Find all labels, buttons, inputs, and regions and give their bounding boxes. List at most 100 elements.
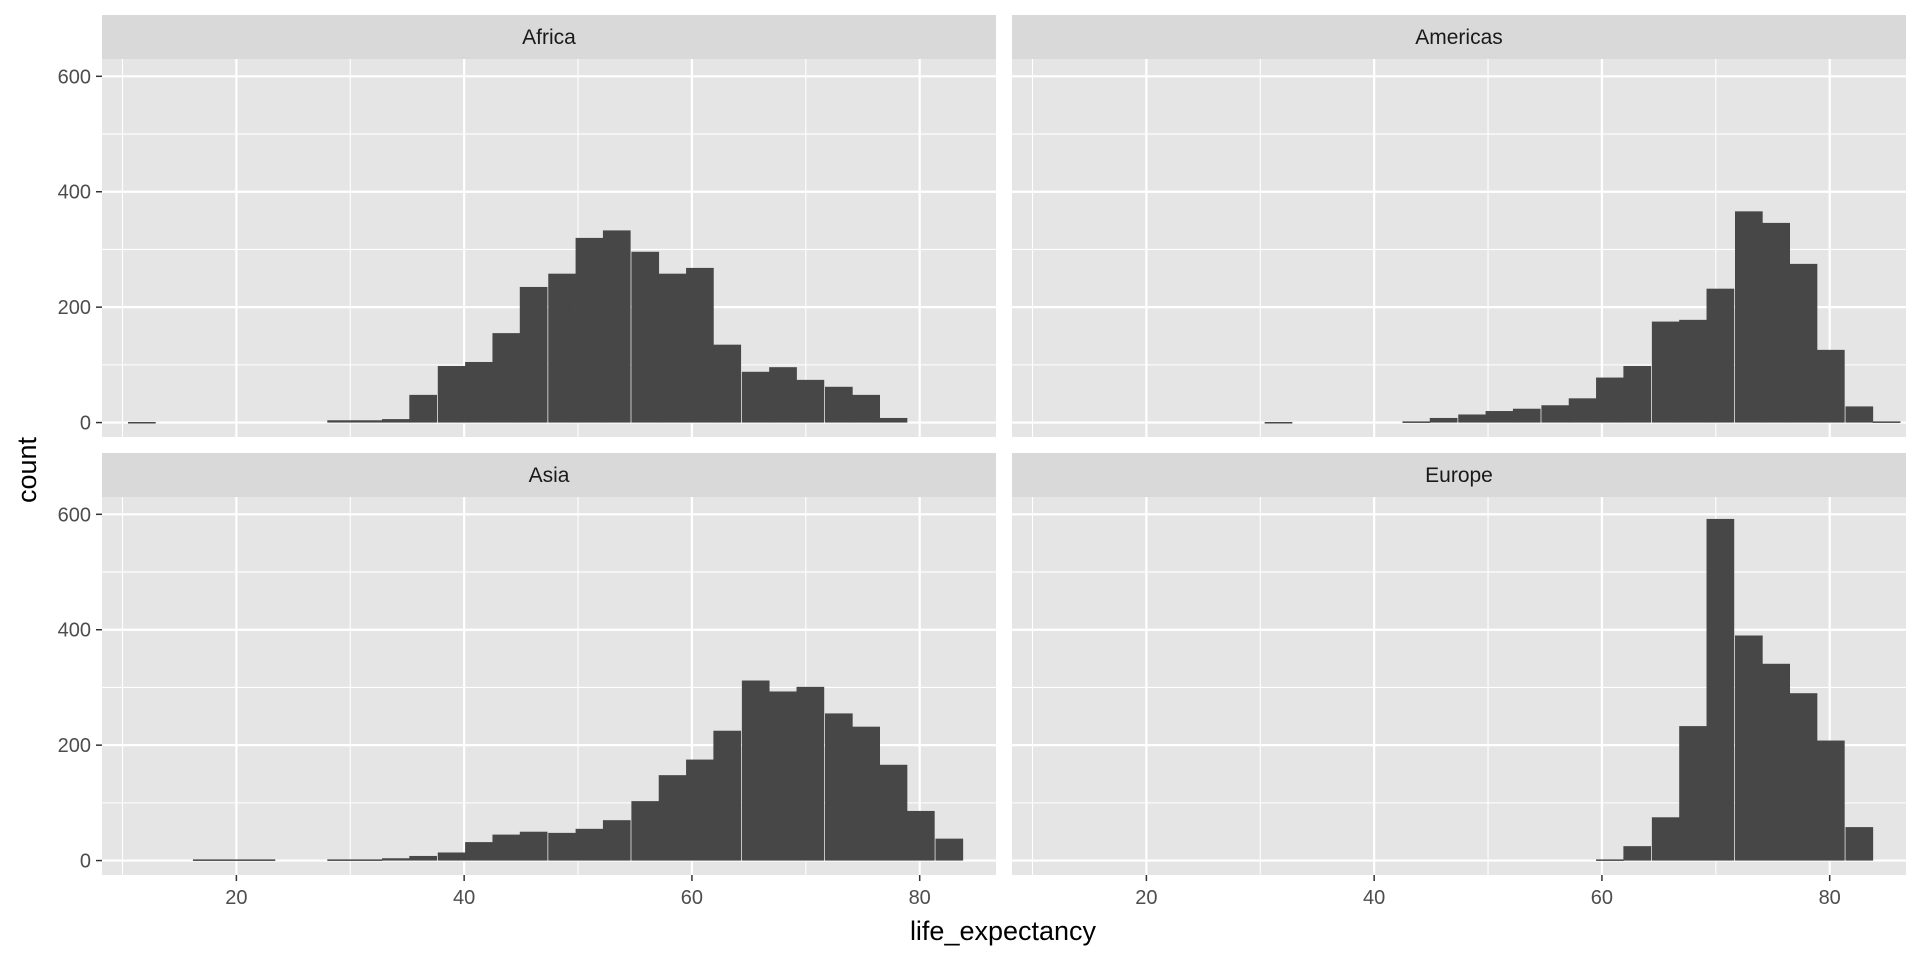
histogram-bar	[1762, 222, 1791, 423]
x-tick-label: 40	[453, 887, 475, 909]
histogram-bar	[1512, 408, 1541, 423]
histogram-bar	[1429, 417, 1458, 423]
facet-strip	[102, 15, 996, 59]
histogram-bar	[631, 801, 660, 861]
facet-strip-label: Africa	[522, 26, 576, 49]
histogram-bar	[1651, 817, 1680, 861]
x-tick-label: 20	[225, 887, 247, 909]
y-tick-label: 0	[80, 413, 91, 435]
histogram-bar	[1402, 421, 1431, 423]
histogram-bar	[1679, 319, 1707, 423]
x-tick-label: 60	[681, 887, 703, 909]
histogram-bar	[1789, 693, 1818, 861]
y-tick-label: 0	[80, 851, 91, 873]
histogram-bar	[935, 838, 964, 861]
y-tick-label: 400	[58, 182, 91, 204]
histogram-bar	[713, 730, 742, 861]
histogram-bar	[381, 419, 410, 423]
histogram-bar	[548, 832, 576, 861]
histogram-bar	[465, 842, 493, 861]
facet-strip-label: Europe	[1425, 464, 1493, 487]
histogram-bar	[713, 344, 742, 423]
histogram-bar	[796, 379, 825, 423]
histogram-bar	[327, 859, 355, 861]
histogram-bar	[220, 859, 248, 861]
histogram-bar	[128, 421, 156, 424]
histogram-bar	[1596, 377, 1624, 423]
histogram-bar	[825, 386, 853, 423]
histogram-bar	[602, 230, 631, 423]
x-tick-label: 40	[1363, 887, 1385, 909]
facet-americas: Americas	[1012, 15, 1906, 437]
histogram-bar	[354, 859, 383, 861]
histogram-bar	[575, 237, 604, 423]
x-tick-label: 80	[909, 887, 931, 909]
y-tick-label: 600	[58, 504, 91, 526]
histogram-bar	[519, 831, 548, 861]
histogram-bar	[1651, 321, 1680, 423]
histogram-bar	[465, 361, 493, 423]
histogram-bar	[769, 367, 797, 423]
histogram-bar	[686, 267, 714, 423]
histogram-bar	[1679, 726, 1707, 861]
histogram-bar	[658, 273, 687, 423]
histogram-bar	[492, 333, 521, 423]
histogram-bar	[1541, 405, 1570, 423]
x-tick-label: 80	[1819, 887, 1841, 909]
histogram-bar	[879, 417, 908, 423]
histogram-bar	[1264, 421, 1293, 424]
histogram-bar	[1735, 211, 1763, 423]
histogram-bar	[658, 775, 687, 861]
histogram-bar	[741, 371, 770, 423]
histogram-bar	[686, 759, 714, 861]
facet-strip	[102, 453, 996, 497]
histogram-bar	[602, 820, 631, 861]
histogram-bar	[1735, 635, 1763, 861]
histogram-bar	[741, 680, 770, 861]
y-tick-label: 200	[58, 735, 91, 757]
histogram-bar	[1845, 827, 1874, 861]
y-axis-title: count	[12, 436, 42, 503]
histogram-bar	[906, 810, 935, 861]
facet-strip-label: Asia	[529, 464, 570, 487]
histogram-bar	[192, 859, 221, 861]
histogram-bar	[1706, 518, 1735, 861]
facet-asia: Asia 0 200 400 600 20 40 60 80	[58, 453, 996, 909]
histogram-bar	[519, 286, 548, 423]
histogram-bar	[354, 420, 383, 423]
histogram-bar	[852, 394, 881, 423]
histogram-bar	[769, 691, 797, 861]
histogram-bar	[879, 764, 908, 861]
histogram-bar	[631, 251, 660, 423]
facet-europe: Europe 20 40 60 80	[1012, 453, 1906, 909]
y-tick-label: 400	[58, 620, 91, 642]
histogram-bar	[409, 855, 437, 861]
x-tick-label: 60	[1591, 887, 1613, 909]
histogram-bar	[1789, 263, 1818, 423]
histogram-bar	[1845, 406, 1874, 423]
histogram-bar	[1568, 398, 1597, 423]
histogram-bar	[247, 859, 276, 861]
histogram-bar	[796, 686, 825, 861]
histogram-bar	[575, 828, 604, 861]
facet-strip-label: Americas	[1415, 26, 1503, 49]
facet-africa: Africa 0 200 400 600	[58, 15, 996, 437]
histogram-bar	[852, 726, 881, 861]
histogram-bar	[1872, 421, 1901, 423]
y-tick-label: 200	[58, 297, 91, 319]
histogram-bar	[437, 852, 466, 861]
histogram-bar	[492, 834, 521, 861]
x-tick-label: 20	[1135, 887, 1157, 909]
histogram-bar	[548, 273, 576, 423]
y-tick-label: 600	[58, 66, 91, 88]
histogram-bar	[409, 394, 437, 423]
x-axis-title: life_expectancy	[910, 916, 1097, 946]
histogram-bar	[825, 713, 853, 861]
facet-strip	[1012, 15, 1906, 59]
histogram-bar	[1485, 411, 1514, 423]
histogram-bar	[1596, 859, 1624, 861]
histogram-bar	[1816, 349, 1845, 423]
facet-strip	[1012, 453, 1906, 497]
histogram-bar	[1623, 366, 1652, 423]
